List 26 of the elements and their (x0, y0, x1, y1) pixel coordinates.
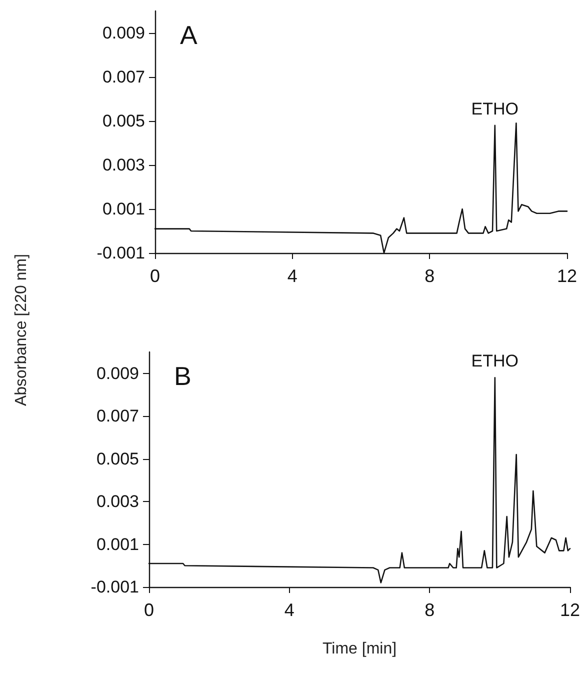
chart-title: A (180, 20, 198, 50)
x-tick-label: 8 (424, 266, 435, 286)
x-tick-label: 12 (560, 600, 580, 620)
annotation: ETHO (471, 352, 519, 371)
y-tick-label: 0.009 (96, 364, 139, 383)
x-tick-label: 4 (284, 600, 294, 620)
y-tick-label: 0.003 (96, 492, 139, 512)
y-tick-label: 0.003 (102, 156, 145, 174)
x-tick-label: 8 (424, 600, 435, 620)
x-tick-label: 4 (287, 266, 298, 286)
y-tick-label: 0.001 (102, 200, 145, 218)
x-tick-label: 0 (144, 600, 154, 620)
y-tick-label: 0.001 (96, 534, 139, 554)
chart-title: B (174, 361, 192, 391)
y-tick-label: 0.007 (96, 406, 139, 426)
annotation: ETHO (471, 99, 519, 118)
y-tick-label: -0.001 (96, 244, 145, 262)
y-tick-label: 0.007 (102, 68, 145, 86)
y-tick-label: 0.005 (102, 112, 145, 130)
x-tick-label: 12 (556, 266, 578, 286)
y-axis-title: Absorbance [220 nm] (13, 254, 31, 406)
x-tick-label: 0 (150, 266, 160, 286)
y-tick-label: -0.001 (90, 578, 139, 596)
y-tick-label: 0.009 (102, 24, 145, 42)
y-tick-label: 0.005 (96, 449, 139, 468)
x-axis-title: Time [min] (322, 640, 397, 658)
